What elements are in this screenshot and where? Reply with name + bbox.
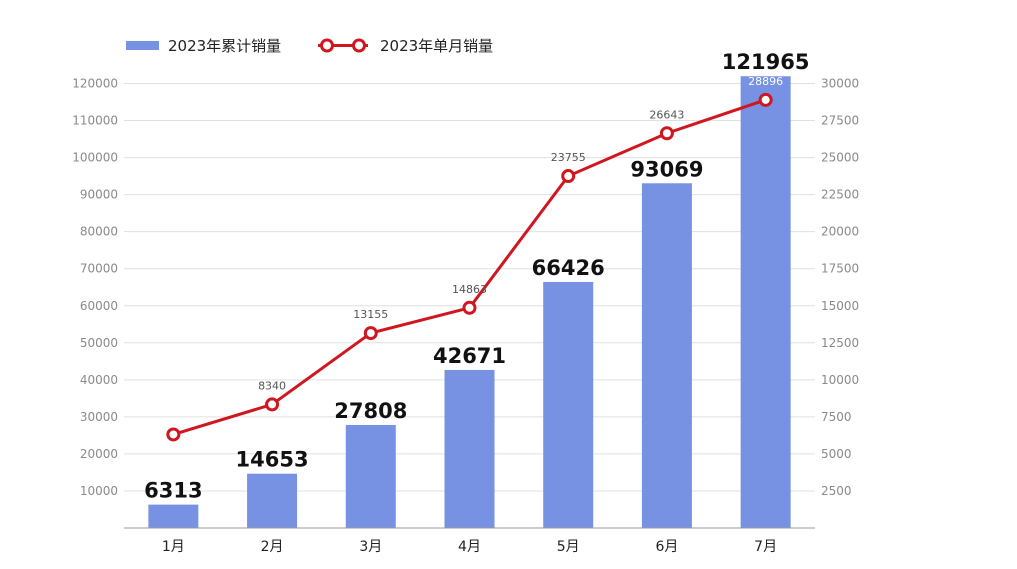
line-value-label: 23755	[551, 151, 586, 164]
line-series	[166, 92, 773, 442]
line-value-label: 26643	[649, 108, 684, 121]
y-right-tick-label: 5000	[821, 447, 852, 461]
bar	[345, 424, 396, 528]
line-point	[561, 169, 576, 184]
y-left-tick-label: 10000	[80, 484, 118, 498]
y-right-tick-label: 12500	[821, 336, 859, 350]
y-left-tick-label: 90000	[80, 188, 118, 202]
y-left-tick-label: 50000	[80, 336, 118, 350]
bar-value-label: 27808	[334, 399, 407, 423]
bar-value-label: 6313	[144, 479, 202, 503]
y-left-tick-label: 70000	[80, 262, 118, 276]
y-left-tick-label: 30000	[80, 410, 118, 424]
y-right-tick-label: 2500	[821, 484, 852, 498]
line-point	[363, 326, 378, 341]
x-tick-label: 5月	[557, 539, 580, 555]
line-point	[265, 397, 280, 412]
legend-marker-monthly	[320, 38, 334, 53]
line-value-label: 14863	[452, 283, 487, 296]
x-tick-label: 4月	[458, 539, 481, 555]
y-right-tick-label: 17500	[821, 262, 859, 276]
axes: 10000 20000 30000 40000 50000 60000 70000 80000…	[72, 77, 859, 555]
line-value-label: 13155	[353, 308, 388, 321]
bar	[247, 473, 298, 528]
bars	[148, 76, 791, 528]
x-tick-label: 7月	[754, 539, 777, 555]
y-left-tick-label: 20000	[80, 447, 118, 461]
bar	[740, 76, 791, 528]
y-right-tick-label: 27500	[821, 114, 859, 128]
line-point	[166, 427, 181, 442]
line-point	[758, 92, 773, 107]
legend-label-monthly: 2023年单月销量	[380, 37, 493, 55]
bar	[148, 504, 199, 528]
bar-value-label: 42671	[433, 344, 506, 368]
line-value-label: 8340	[258, 379, 286, 392]
y-right-tick-label: 10000	[821, 373, 859, 387]
bar	[543, 281, 594, 528]
line-value-label: 28896	[748, 75, 783, 88]
legend: 2023年累计销量 2023年单月销量	[126, 37, 493, 55]
legend-label-cumulative: 2023年累计销量	[168, 37, 281, 55]
bar-value-label: 14653	[236, 448, 309, 472]
line-point	[659, 126, 674, 141]
bar	[641, 183, 692, 528]
y-right-tick-label: 20000	[821, 225, 859, 239]
y-left-tick-label: 110000	[72, 114, 118, 128]
y-right-tick-label: 15000	[821, 299, 859, 313]
line-point	[462, 300, 477, 315]
y-left-tick-label: 80000	[80, 225, 118, 239]
bar-value-label: 121965	[722, 50, 810, 74]
y-right-tick-label: 7500	[821, 410, 852, 424]
y-left-tick-label: 120000	[72, 77, 118, 91]
y-right-tick-label: 30000	[821, 77, 859, 91]
y-left-tick-label: 60000	[80, 299, 118, 313]
data-labels: 6313 14653 27808 42671 66426 93069 121965 8340 1…	[144, 50, 809, 502]
x-tick-label: 1月	[162, 539, 185, 555]
x-tick-label: 2月	[261, 539, 284, 555]
bar-value-label: 93069	[630, 157, 703, 181]
bar	[444, 369, 495, 528]
x-tick-label: 6月	[655, 539, 678, 555]
y-left-tick-label: 40000	[80, 373, 118, 387]
y-left-tick-label: 100000	[72, 151, 118, 165]
x-tick-label: 3月	[359, 539, 382, 555]
legend-marker-monthly	[352, 38, 366, 53]
y-right-tick-label: 25000	[821, 151, 859, 165]
bar-value-label: 66426	[532, 256, 605, 280]
y-right-tick-label: 22500	[821, 188, 859, 202]
legend-swatch-cumulative	[126, 41, 159, 50]
